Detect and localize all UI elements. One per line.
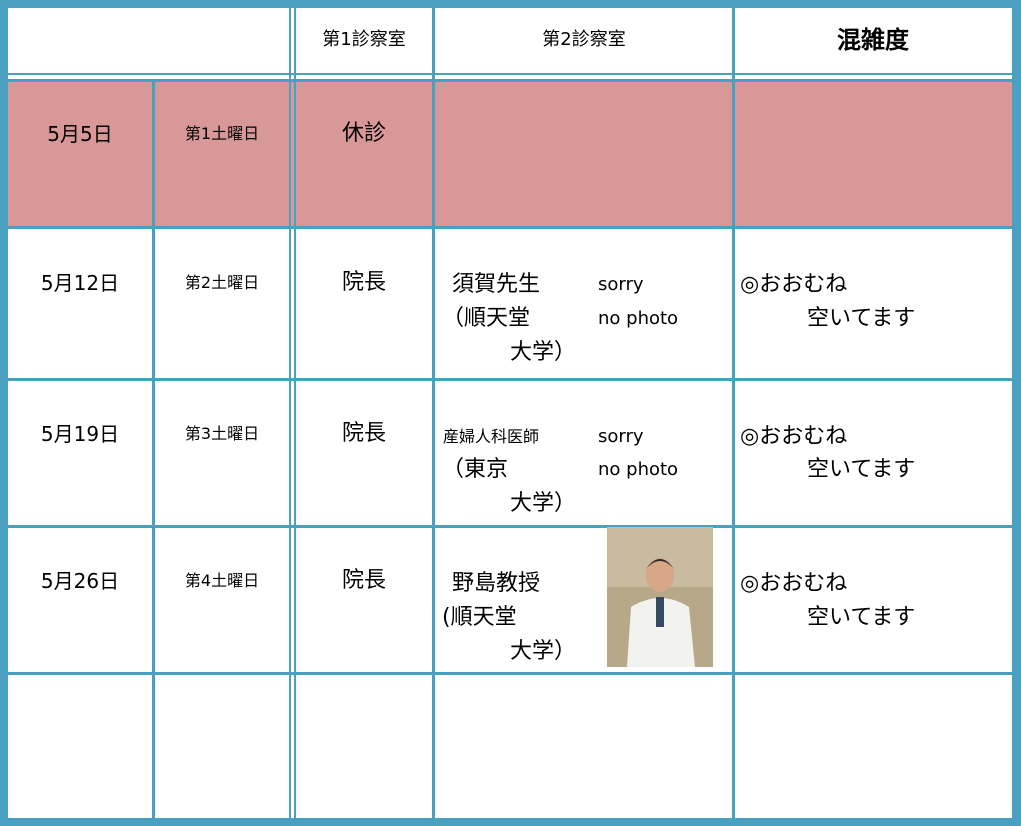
grid-line bbox=[0, 378, 1021, 381]
photo-note: no photo bbox=[598, 308, 679, 329]
header-cell: 第2診察室 bbox=[542, 29, 626, 50]
border bbox=[0, 818, 1021, 826]
grid-line bbox=[294, 0, 296, 826]
closed-row-bg bbox=[8, 82, 1012, 226]
crowd: 空いてます bbox=[807, 605, 916, 630]
week: 第4土曜日 bbox=[184, 571, 260, 590]
doctor: 大学） bbox=[510, 340, 577, 365]
grid-line bbox=[289, 0, 291, 826]
doctor: 須賀先生 bbox=[452, 272, 541, 297]
grid-line bbox=[0, 79, 1021, 82]
crowd: ◎おおむね bbox=[740, 571, 848, 596]
date: 5月12日 bbox=[40, 271, 120, 295]
doctor: 大学） bbox=[510, 639, 577, 664]
grid-line bbox=[732, 0, 735, 826]
doctor-photo bbox=[607, 527, 713, 667]
grid-line bbox=[152, 82, 155, 818]
grid-line bbox=[0, 226, 1021, 229]
border bbox=[1012, 0, 1021, 826]
grid-line bbox=[0, 525, 1021, 528]
crowd: ◎おおむね bbox=[740, 424, 848, 449]
doctor: 大学） bbox=[510, 491, 577, 516]
crowd: 空いてます bbox=[807, 306, 916, 331]
week: 第1土曜日 bbox=[184, 124, 260, 143]
header-cell: 第1診察室 bbox=[322, 29, 406, 50]
border bbox=[0, 0, 8, 826]
date: 5月5日 bbox=[47, 122, 113, 146]
doctor: （東京 bbox=[442, 457, 509, 482]
week: 第2土曜日 bbox=[184, 273, 260, 292]
room1: 院長 bbox=[341, 568, 387, 593]
date: 5月19日 bbox=[40, 422, 120, 446]
grid-line bbox=[0, 672, 1021, 675]
doctor: （順天堂 bbox=[442, 306, 531, 331]
doctor: 産婦人科医師 bbox=[443, 427, 540, 446]
week: 第3土曜日 bbox=[184, 424, 260, 443]
photo-note: sorry bbox=[598, 426, 644, 447]
photo-note: sorry bbox=[598, 274, 644, 295]
photo-note: no photo bbox=[598, 459, 679, 480]
grid-line bbox=[432, 0, 435, 826]
room1: 院長 bbox=[341, 421, 387, 446]
date: 5月26日 bbox=[40, 569, 120, 593]
crowd: ◎おおむね bbox=[740, 272, 848, 297]
room1: 院長 bbox=[341, 270, 387, 295]
doctor: 野島教授 bbox=[452, 571, 541, 596]
doctor: (順天堂 bbox=[442, 605, 517, 630]
crowd: 空いてます bbox=[807, 457, 916, 482]
room1: 休診 bbox=[341, 121, 387, 146]
grid-line bbox=[0, 73, 1021, 75]
border bbox=[0, 0, 1021, 8]
header-cell: 混雑度 bbox=[837, 26, 909, 54]
